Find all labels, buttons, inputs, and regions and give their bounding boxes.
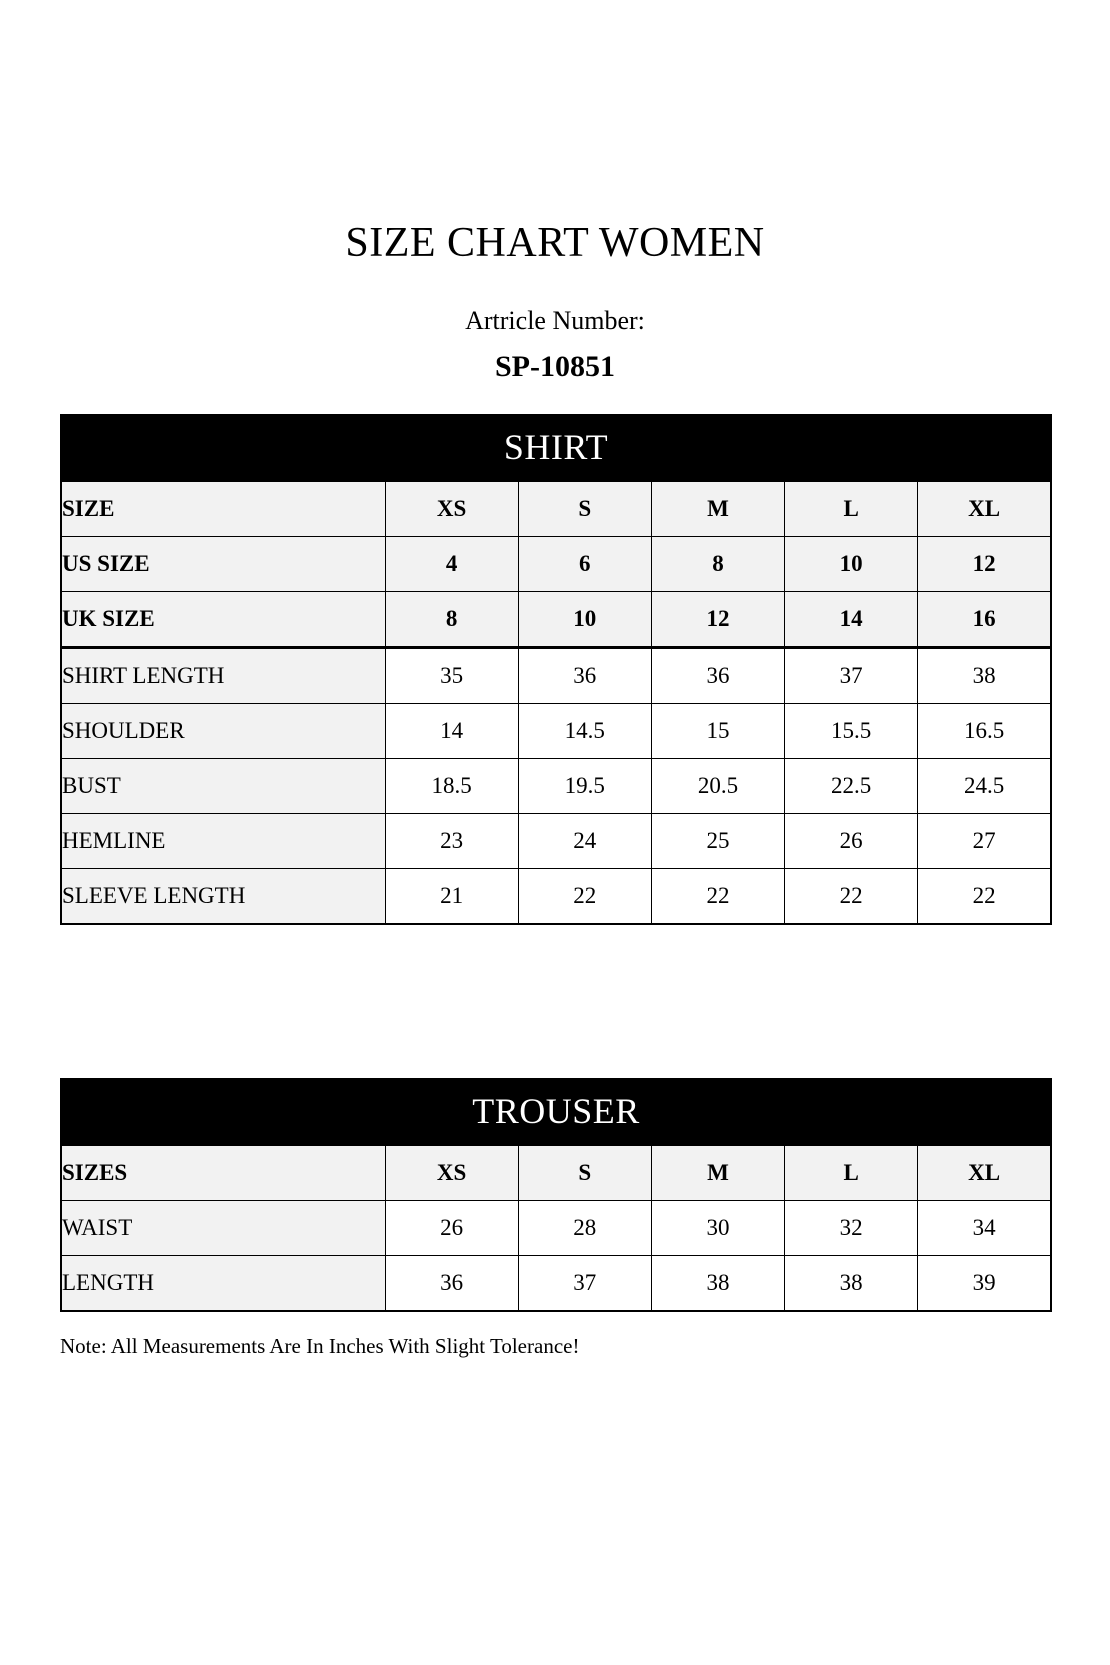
cell-value: 34 <box>917 1200 1052 1256</box>
cell-value: 21 <box>384 868 519 925</box>
table-row: SHOULDER 14 14.5 15 15.5 16.5 <box>60 703 1052 759</box>
table-row: LENGTH 36 37 38 38 39 <box>60 1255 1052 1312</box>
cell-value: 36 <box>384 1255 519 1312</box>
cell-value: 14.5 <box>517 703 652 759</box>
cell-value: 23 <box>384 813 519 869</box>
trouser-table-container: TROUSER SIZES XS S M L XL WAIST 26 28 30… <box>60 1078 1052 1312</box>
cell-value: 26 <box>384 1200 519 1256</box>
cell-value: 38 <box>784 1255 919 1312</box>
cell-value: 36 <box>650 647 786 704</box>
cell-value: 22.5 <box>784 758 919 814</box>
trouser-size-header-row: SIZES XS S M L XL <box>60 1145 1052 1201</box>
cell-value: 18.5 <box>384 758 519 814</box>
trouser-size-row-label: SIZES <box>60 1145 386 1201</box>
cell-value: 28 <box>517 1200 652 1256</box>
cell-value: 20.5 <box>650 758 786 814</box>
article-number-label: Artricle Number: <box>465 306 645 335</box>
row-label: WAIST <box>60 1200 386 1256</box>
cell-value: 36 <box>517 647 652 704</box>
table-row: US SIZE 4 6 8 10 12 <box>60 536 1052 592</box>
table-row: UK SIZE 8 10 12 14 16 <box>60 591 1052 649</box>
page-title: SIZE CHART WOMEN <box>345 220 765 266</box>
cell-value: 39 <box>917 1255 1052 1312</box>
cell-value: 15.5 <box>784 703 919 759</box>
trouser-size-xs: XS <box>384 1145 519 1201</box>
shirt-size-xl: XL <box>917 481 1052 537</box>
shirt-band-title: SHIRT <box>61 415 1051 482</box>
cell-value: 12 <box>917 536 1052 592</box>
cell-value: 32 <box>784 1200 919 1256</box>
cell-value: 10 <box>784 536 919 592</box>
row-label: SHIRT LENGTH <box>60 647 386 704</box>
cell-value: 24 <box>517 813 652 869</box>
shirt-table-container: SHIRT SIZE XS S M L XL US SIZE 4 6 8 10 … <box>60 414 1052 925</box>
cell-value: 16.5 <box>917 703 1052 759</box>
shirt-size-header-row: SIZE XS S M L XL <box>60 481 1052 537</box>
row-label: BUST <box>60 758 386 814</box>
cell-value: 24.5 <box>917 758 1052 814</box>
trouser-size-m: M <box>650 1145 786 1201</box>
trouser-size-xl: XL <box>917 1145 1052 1201</box>
cell-value: 22 <box>784 868 919 925</box>
cell-value: 8 <box>384 591 519 649</box>
trouser-band-row: TROUSER <box>61 1079 1051 1146</box>
table-row: WAIST 26 28 30 32 34 <box>60 1200 1052 1256</box>
shirt-size-table: SHIRT SIZE XS S M L XL US SIZE 4 6 8 10 … <box>60 414 1052 925</box>
row-label: UK SIZE <box>60 591 386 649</box>
cell-value: 12 <box>650 591 786 649</box>
row-label: US SIZE <box>60 536 386 592</box>
table-row: SHIRT LENGTH 35 36 36 37 38 <box>60 647 1052 704</box>
cell-value: 4 <box>384 536 519 592</box>
cell-value: 14 <box>384 703 519 759</box>
cell-value: 37 <box>784 647 919 704</box>
row-label: SHOULDER <box>60 703 386 759</box>
document-header: SIZE CHART WOMEN Artricle Number: SP-108… <box>0 0 1110 382</box>
shirt-band-row: SHIRT <box>61 415 1051 482</box>
trouser-size-l: L <box>784 1145 919 1201</box>
trouser-size-s: S <box>517 1145 652 1201</box>
cell-value: 26 <box>784 813 919 869</box>
cell-value: 22 <box>917 868 1052 925</box>
trouser-band-title: TROUSER <box>61 1079 1051 1146</box>
shirt-size-m: M <box>650 481 786 537</box>
cell-value: 19.5 <box>517 758 652 814</box>
shirt-size-s: S <box>517 481 652 537</box>
cell-value: 35 <box>384 647 519 704</box>
row-label: SLEEVE LENGTH <box>60 868 386 925</box>
cell-value: 22 <box>650 868 786 925</box>
table-row: HEMLINE 23 24 25 26 27 <box>60 813 1052 869</box>
table-row: SLEEVE LENGTH 21 22 22 22 22 <box>60 868 1052 925</box>
cell-value: 16 <box>917 591 1052 649</box>
shirt-size-xs: XS <box>384 481 519 537</box>
table-row: BUST 18.5 19.5 20.5 22.5 24.5 <box>60 758 1052 814</box>
cell-value: 10 <box>517 591 652 649</box>
measurement-note: Note: All Measurements Are In Inches Wit… <box>60 1334 580 1358</box>
cell-value: 25 <box>650 813 786 869</box>
cell-value: 15 <box>650 703 786 759</box>
row-label: HEMLINE <box>60 813 386 869</box>
cell-value: 38 <box>650 1255 786 1312</box>
cell-value: 27 <box>917 813 1052 869</box>
cell-value: 22 <box>517 868 652 925</box>
article-number-value: SP-10851 <box>495 350 615 383</box>
cell-value: 38 <box>917 647 1052 704</box>
trouser-size-table: TROUSER SIZES XS S M L XL WAIST 26 28 30… <box>60 1078 1052 1312</box>
shirt-size-row-label: SIZE <box>60 481 386 537</box>
cell-value: 6 <box>517 536 652 592</box>
shirt-size-l: L <box>784 481 919 537</box>
row-label: LENGTH <box>60 1255 386 1312</box>
cell-value: 37 <box>517 1255 652 1312</box>
cell-value: 30 <box>650 1200 786 1256</box>
cell-value: 8 <box>650 536 786 592</box>
cell-value: 14 <box>784 591 919 649</box>
